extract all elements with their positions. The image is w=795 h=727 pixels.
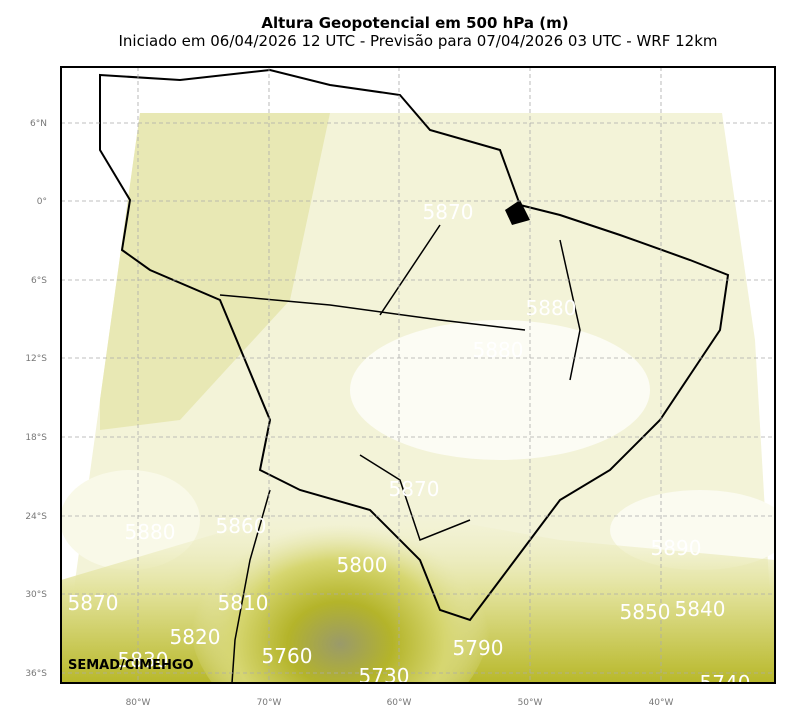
- contour-label: 5740: [700, 671, 751, 695]
- contour-label: 5880: [125, 520, 176, 544]
- contour-label: 5800: [337, 553, 388, 577]
- lon-label: 50°W: [518, 698, 543, 708]
- contour-label: 5880: [473, 338, 524, 362]
- ticks: 6°N 0° 6°S 12°S 18°S 24°S 30°S 36°S 80°W 70°W 60°W…: [25, 119, 673, 708]
- lon-label: 80°W: [126, 698, 151, 708]
- contour-label: 5890: [651, 536, 702, 560]
- contour-label: 5760: [262, 644, 313, 668]
- lat-label: 6°N: [30, 119, 47, 129]
- contour-label: 5860: [216, 514, 267, 538]
- lat-label: 36°S: [25, 669, 47, 679]
- subtitle: Iniciado em 06/04/2026 12 UTC - Previsão…: [118, 32, 717, 50]
- contour-label: 5790: [453, 636, 504, 660]
- contour-label: 5830: [118, 648, 169, 672]
- lat-label: 12°S: [25, 354, 47, 364]
- contour-label: 5850: [620, 600, 671, 624]
- lon-label: 70°W: [257, 698, 282, 708]
- title: Altura Geopotencial em 500 hPa (m): [261, 14, 568, 32]
- credit: SEMAD/CIMEHGO: [68, 658, 194, 673]
- borders: [219, 224, 581, 683]
- island: [505, 200, 530, 225]
- graticule: [61, 67, 775, 683]
- shade: [61, 470, 200, 570]
- contour-label: 5810: [218, 591, 269, 615]
- contour-label: 5870: [389, 477, 440, 501]
- contour-label: 5820: [170, 625, 221, 649]
- lon-label: 40°W: [649, 698, 674, 708]
- contour-label: 5870: [423, 200, 474, 224]
- lat-label: 30°S: [25, 590, 47, 600]
- contour-label: 5880: [526, 296, 577, 320]
- contour-label: 5870: [68, 591, 119, 615]
- trough: [190, 500, 490, 683]
- coastline: [99, 68, 730, 622]
- lat-label: 18°S: [25, 433, 47, 443]
- lat-label: 24°S: [25, 512, 47, 522]
- lat-label: 6°S: [31, 276, 47, 286]
- contour-label: 5840: [675, 597, 726, 621]
- frame: [60, 66, 776, 684]
- lon-label: 60°W: [387, 698, 412, 708]
- contour-label: 5730: [359, 664, 410, 688]
- shade: [100, 113, 330, 430]
- lat-label: 0°: [37, 197, 47, 207]
